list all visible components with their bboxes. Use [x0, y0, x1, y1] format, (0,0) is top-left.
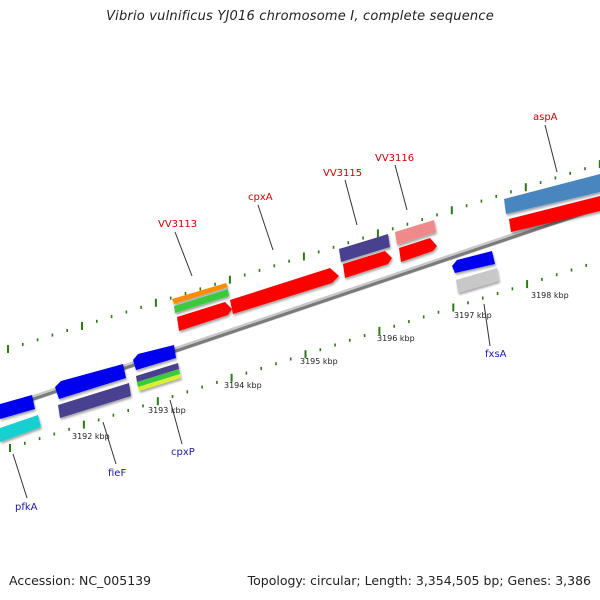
sequence-summary: Topology: circular; Length: 3,354,505 bp… — [247, 573, 591, 588]
gene-cpxp-cds[interactable] — [133, 345, 176, 370]
gene-vv3113-orange-feature[interactable] — [172, 283, 228, 304]
gene-cpxp-feature-3[interactable] — [138, 374, 181, 391]
gene-vv3113-green-feature[interactable] — [174, 289, 229, 313]
label-leaders — [12, 124, 558, 499]
gene-aspa-feature[interactable] — [504, 174, 600, 214]
inner-tick-ring — [9, 263, 588, 452]
gene-vv3113-cds[interactable] — [177, 302, 232, 331]
gene-label-vv3113: VV3113 — [158, 219, 197, 230]
scale-label-3195: 3195 kbp — [300, 357, 338, 366]
gene-vv3115-cds[interactable] — [343, 251, 392, 278]
gene-label-pfka: pfkA — [15, 502, 38, 513]
gene-label-vv3115: VV3115 — [323, 168, 362, 179]
gene-vv3115-feature[interactable] — [339, 234, 390, 262]
gene-cpxp-feature-2[interactable] — [137, 369, 180, 387]
scale-label-3194: 3194 kbp — [224, 381, 262, 390]
gene-vv3116-cds[interactable] — [399, 238, 437, 262]
outer-tick-ring — [7, 160, 600, 353]
gene-label-cpxp: cpxP — [171, 447, 195, 458]
scale-label-3192: 3192 kbp — [72, 432, 110, 441]
gene-aspa-cds[interactable] — [509, 196, 600, 232]
scale-label-3197: 3197 kbp — [454, 311, 492, 320]
gene-label-fxsa: fxsA — [485, 349, 507, 360]
scale-label-3193: 3193 kbp — [148, 406, 186, 415]
gene-pfka-cds[interactable] — [0, 395, 35, 419]
map-title: Vibrio vulnificus YJ016 chromosome I, co… — [106, 9, 494, 24]
gene-fief-cds[interactable] — [55, 364, 126, 399]
gene-label-cpxa: cpxA — [248, 192, 273, 203]
gene-label-fief: fieF — [108, 468, 126, 479]
scale-label-3196: 3196 kbp — [377, 334, 415, 343]
gene-fxsa-feature[interactable] — [456, 268, 499, 293]
gene-fief-feature[interactable] — [58, 383, 131, 418]
scale-label-3198: 3198 kbp — [531, 291, 569, 300]
gene-label-aspa: aspA — [533, 112, 558, 123]
gene-label-vv3116: VV3116 — [375, 153, 414, 164]
gene-pfka-feature[interactable] — [0, 415, 41, 442]
gene-vv3116-feature[interactable] — [395, 220, 436, 245]
gene-fxsa-cds[interactable] — [452, 251, 495, 273]
gene-cpxp-feature-1[interactable] — [136, 363, 179, 382]
accession-label: Accession: NC_005139 — [9, 573, 152, 588]
gene-cpxa-cds[interactable] — [230, 268, 339, 314]
